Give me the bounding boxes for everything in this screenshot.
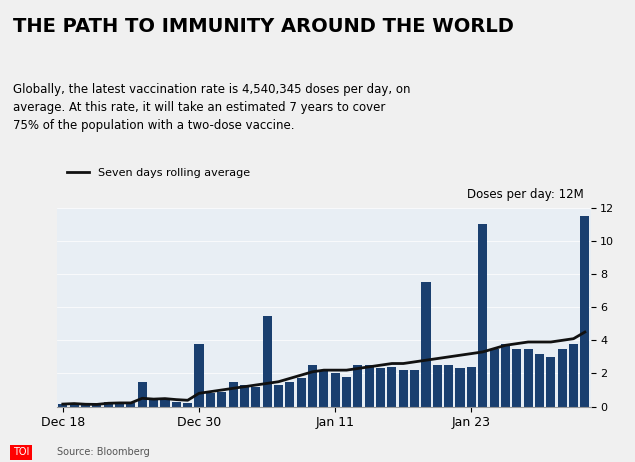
Bar bbox=[535, 353, 544, 407]
Bar bbox=[387, 367, 396, 407]
Bar bbox=[524, 349, 533, 407]
Bar bbox=[194, 344, 204, 407]
Bar bbox=[319, 370, 328, 407]
Bar bbox=[569, 344, 578, 407]
Bar bbox=[558, 349, 566, 407]
Bar bbox=[399, 370, 408, 407]
Bar bbox=[126, 403, 135, 407]
Bar bbox=[183, 403, 192, 407]
Bar bbox=[580, 216, 589, 407]
Bar bbox=[364, 365, 374, 407]
Bar bbox=[433, 365, 442, 407]
Bar bbox=[308, 365, 317, 407]
Bar bbox=[444, 365, 453, 407]
Bar bbox=[161, 398, 170, 407]
Bar bbox=[501, 344, 510, 407]
Bar bbox=[81, 405, 90, 407]
Bar bbox=[217, 392, 226, 407]
Bar bbox=[262, 316, 272, 407]
Bar bbox=[490, 349, 498, 407]
Legend: Seven days rolling average: Seven days rolling average bbox=[63, 164, 255, 182]
Bar bbox=[546, 357, 556, 407]
Bar bbox=[92, 405, 102, 407]
Bar bbox=[410, 370, 419, 407]
Bar bbox=[422, 282, 431, 407]
Bar bbox=[229, 382, 237, 407]
Bar bbox=[115, 401, 124, 407]
Bar bbox=[353, 365, 363, 407]
Bar bbox=[58, 404, 67, 407]
Text: TOI: TOI bbox=[13, 447, 29, 457]
Bar bbox=[274, 385, 283, 407]
Bar bbox=[478, 225, 487, 407]
Text: Globally, the latest vaccination rate is 4,540,345 doses per day, on
average. At: Globally, the latest vaccination rate is… bbox=[13, 83, 410, 132]
Text: Source: Bloomberg: Source: Bloomberg bbox=[57, 447, 150, 457]
Text: Doses per day: 12M: Doses per day: 12M bbox=[467, 188, 584, 201]
Bar bbox=[331, 373, 340, 407]
Bar bbox=[138, 382, 147, 407]
Bar bbox=[206, 393, 215, 407]
Bar bbox=[455, 369, 465, 407]
Bar bbox=[172, 401, 181, 407]
Bar bbox=[342, 377, 351, 407]
Bar bbox=[285, 382, 295, 407]
Bar bbox=[467, 367, 476, 407]
Bar bbox=[104, 402, 113, 407]
Bar bbox=[70, 403, 79, 407]
Text: THE PATH TO IMMUNITY AROUND THE WORLD: THE PATH TO IMMUNITY AROUND THE WORLD bbox=[13, 17, 514, 36]
Bar bbox=[240, 385, 249, 407]
Bar bbox=[512, 349, 521, 407]
Bar bbox=[251, 387, 260, 407]
Bar bbox=[149, 400, 158, 407]
Bar bbox=[376, 369, 385, 407]
Bar bbox=[297, 378, 305, 407]
